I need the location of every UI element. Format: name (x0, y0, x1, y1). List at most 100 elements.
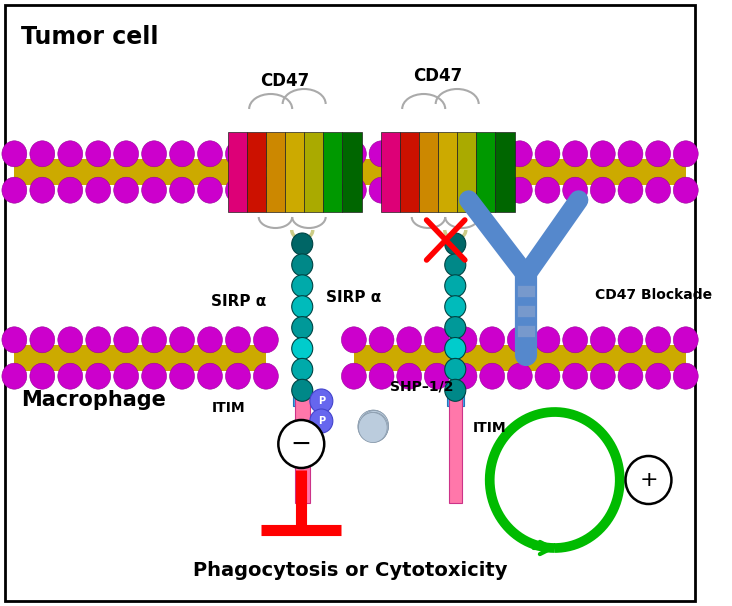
Circle shape (445, 379, 466, 401)
Circle shape (292, 254, 313, 276)
Circle shape (425, 327, 449, 353)
Circle shape (618, 327, 643, 353)
Circle shape (591, 363, 615, 389)
Circle shape (563, 141, 588, 167)
Circle shape (369, 177, 394, 203)
Circle shape (198, 177, 223, 203)
Circle shape (292, 275, 313, 297)
Circle shape (445, 275, 466, 297)
Bar (496, 132, 515, 212)
Bar (381, 132, 400, 212)
Bar (266, 132, 285, 212)
Circle shape (369, 141, 394, 167)
Circle shape (310, 409, 333, 433)
Circle shape (445, 233, 466, 255)
Circle shape (30, 177, 55, 203)
Circle shape (292, 358, 313, 381)
Circle shape (591, 327, 615, 353)
Circle shape (359, 411, 387, 441)
Circle shape (397, 327, 422, 353)
Bar (518, 325, 534, 337)
Circle shape (479, 177, 504, 203)
Circle shape (563, 363, 588, 389)
Circle shape (30, 327, 55, 353)
Circle shape (292, 338, 313, 359)
Text: SIRP α: SIRP α (326, 290, 381, 305)
Circle shape (452, 177, 477, 203)
Circle shape (646, 141, 671, 167)
Circle shape (535, 327, 560, 353)
Bar (400, 132, 419, 212)
Text: −: − (291, 432, 312, 456)
Circle shape (445, 254, 466, 276)
Circle shape (225, 327, 250, 353)
Circle shape (198, 327, 223, 353)
Circle shape (30, 141, 55, 167)
Text: CD47: CD47 (414, 67, 463, 85)
Circle shape (86, 363, 111, 389)
Circle shape (142, 177, 166, 203)
Circle shape (253, 363, 278, 389)
Text: CD47 Blockade: CD47 Blockade (595, 288, 712, 302)
Text: ITIM: ITIM (472, 421, 506, 435)
Circle shape (113, 141, 138, 167)
Circle shape (445, 296, 466, 318)
Circle shape (591, 141, 615, 167)
Bar (15, 345, 266, 371)
Circle shape (425, 363, 449, 389)
Text: Tumor cell: Tumor cell (21, 25, 159, 49)
Circle shape (397, 177, 422, 203)
Circle shape (452, 141, 477, 167)
Circle shape (507, 177, 532, 203)
Bar (518, 285, 534, 297)
Circle shape (292, 296, 313, 318)
Circle shape (479, 327, 504, 353)
Circle shape (341, 363, 366, 389)
Bar (293, 388, 312, 406)
Text: Phagocytosis or Cytotoxicity: Phagocytosis or Cytotoxicity (193, 562, 507, 581)
Circle shape (113, 327, 138, 353)
Circle shape (673, 141, 698, 167)
Circle shape (292, 233, 313, 255)
Circle shape (479, 141, 504, 167)
Bar (458, 132, 477, 212)
Circle shape (278, 420, 324, 468)
Circle shape (292, 379, 313, 401)
Circle shape (397, 141, 422, 167)
Circle shape (170, 177, 195, 203)
Circle shape (507, 363, 532, 389)
Circle shape (170, 141, 195, 167)
Circle shape (341, 177, 366, 203)
Bar (343, 132, 362, 212)
Circle shape (86, 177, 111, 203)
Bar (247, 132, 266, 212)
Circle shape (225, 177, 250, 203)
Circle shape (397, 363, 422, 389)
Bar (419, 132, 438, 212)
Circle shape (341, 141, 366, 167)
Circle shape (563, 327, 588, 353)
Text: P: P (318, 416, 325, 426)
Circle shape (198, 363, 223, 389)
Bar (447, 388, 464, 406)
Circle shape (479, 363, 504, 389)
Circle shape (58, 141, 83, 167)
Circle shape (618, 177, 643, 203)
Circle shape (673, 177, 698, 203)
Circle shape (341, 327, 366, 353)
Circle shape (198, 141, 223, 167)
Circle shape (369, 363, 394, 389)
Circle shape (369, 327, 394, 353)
Circle shape (507, 327, 532, 353)
Circle shape (225, 141, 250, 167)
Circle shape (142, 141, 166, 167)
Circle shape (2, 327, 27, 353)
Circle shape (591, 177, 615, 203)
Bar (438, 132, 458, 212)
Circle shape (358, 410, 387, 440)
Circle shape (86, 141, 111, 167)
Circle shape (359, 411, 389, 442)
Bar (15, 159, 266, 185)
Bar (354, 345, 686, 371)
Circle shape (58, 363, 83, 389)
